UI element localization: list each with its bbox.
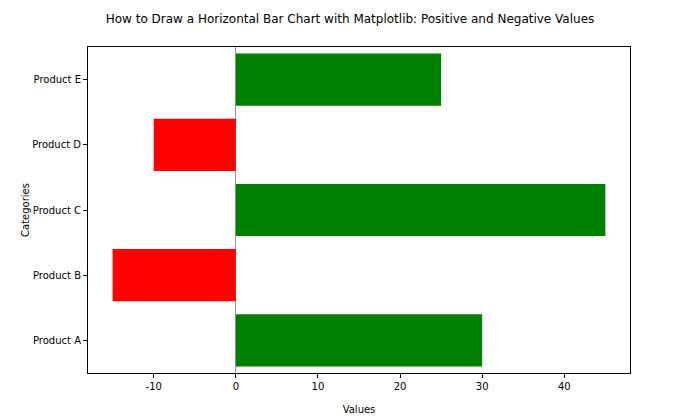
svg-text:Values: Values [343,404,376,415]
svg-text:10: 10 [312,381,325,392]
svg-text:0: 0 [233,381,239,392]
svg-text:Product D: Product D [32,139,81,150]
svg-text:Product B: Product B [33,270,81,281]
svg-text:-10: -10 [146,381,162,392]
svg-text:Product C: Product C [33,205,81,216]
svg-text:Categories: Categories [20,183,31,237]
svg-text:How to Draw a Horizontal Bar C: How to Draw a Horizontal Bar Chart with … [106,12,595,26]
svg-text:20: 20 [394,381,407,392]
svg-text:Product E: Product E [34,74,81,85]
svg-text:30: 30 [476,381,489,392]
svg-text:Product A: Product A [33,335,81,346]
svg-text:40: 40 [558,381,571,392]
